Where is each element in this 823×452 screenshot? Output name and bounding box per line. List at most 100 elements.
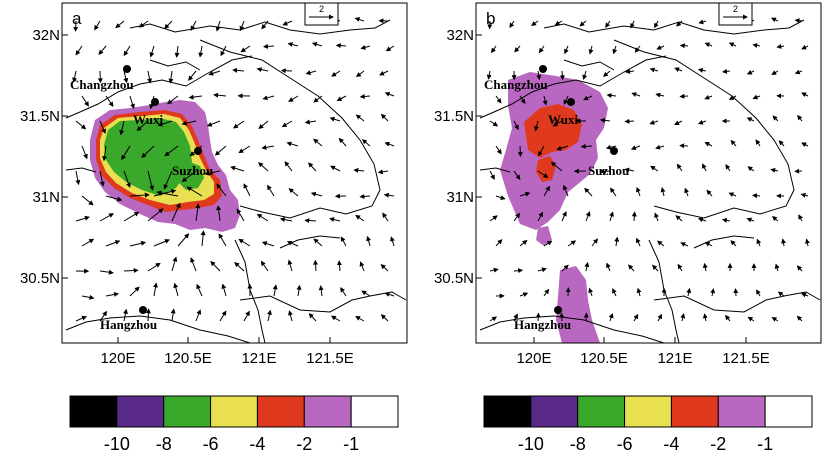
wind-arrow xyxy=(210,260,221,272)
wind-arrow xyxy=(725,164,731,172)
wind-arrow xyxy=(778,140,785,147)
colorbar-swatch xyxy=(530,395,579,428)
wind-arrow xyxy=(115,20,125,29)
wind-arrow xyxy=(564,45,569,55)
wind-arrow xyxy=(552,120,563,127)
wind-arrow xyxy=(279,217,293,223)
wind-arrow xyxy=(282,20,293,26)
city-dot-suzhou xyxy=(610,147,618,155)
wind-arrow xyxy=(284,161,293,172)
wind-arrow xyxy=(543,185,551,197)
panel-b-map-area: Changzhou Wuxi Suzhou Hangzhou xyxy=(479,17,821,343)
wind-arrow xyxy=(286,141,299,147)
wind-arrow xyxy=(721,217,731,223)
wind-arrow xyxy=(129,192,150,198)
wind-arrow xyxy=(599,168,611,174)
colorbar-label: -6 xyxy=(617,434,633,452)
wind-arrow xyxy=(655,92,665,98)
wind-arrow xyxy=(147,208,164,222)
colorbar-a: -10 -8 -6 -4 -2 -1 xyxy=(69,395,399,452)
wind-arrow xyxy=(747,166,755,172)
wind-arrow xyxy=(138,20,149,28)
wind-arrow xyxy=(72,70,77,83)
wind-arrow xyxy=(563,95,569,106)
panel-b-reference-value: 2 xyxy=(733,4,738,14)
wind-arrow xyxy=(266,309,272,322)
wind-arrow xyxy=(198,45,204,58)
wind-arrow xyxy=(536,70,542,81)
wind-arrow xyxy=(81,238,95,247)
wind-arrow xyxy=(746,217,755,223)
wind-arrow xyxy=(123,211,140,222)
wind-arrow xyxy=(361,139,371,147)
wind-arrow xyxy=(537,170,549,178)
wind-arrow xyxy=(177,233,190,247)
wind-arrow xyxy=(153,282,158,297)
wind-arrow xyxy=(239,20,245,32)
wind-arrow xyxy=(730,240,737,247)
wind-arrow xyxy=(591,238,599,247)
wind-arrow xyxy=(531,20,539,26)
wind-arrow xyxy=(649,67,659,73)
wind-arrow xyxy=(676,163,683,172)
wind-arrow xyxy=(655,144,665,150)
wind-arrow xyxy=(542,95,548,106)
wind-arrow xyxy=(123,45,131,57)
wind-arrow xyxy=(385,45,395,52)
colorbar-swatch xyxy=(577,395,626,428)
colorbar-swatch xyxy=(69,395,118,428)
city-label-hangzhou: Hangzhou xyxy=(100,317,157,332)
wind-arrow xyxy=(657,313,663,322)
wind-arrow xyxy=(204,170,221,176)
wind-arrow xyxy=(338,137,347,147)
wind-arrow xyxy=(609,211,614,222)
wind-arrow xyxy=(281,120,293,128)
wind-arrow xyxy=(631,211,637,222)
panel-b-lat-label-32n: 32N xyxy=(446,27,474,44)
wind-arrow xyxy=(94,20,101,31)
city-label-hangzhou: Hangzhou xyxy=(514,317,571,332)
panel-b-lon-label-120e: 120E xyxy=(516,350,551,367)
wind-arrow xyxy=(612,288,617,297)
wind-arrow xyxy=(188,94,203,100)
wind-arrow xyxy=(186,186,203,197)
wind-arrow xyxy=(583,95,593,101)
wind-arrow xyxy=(730,139,737,147)
wind-arrow xyxy=(771,316,779,322)
wind-arrow xyxy=(81,294,95,300)
wind-arrow xyxy=(216,205,222,222)
wind-arrow xyxy=(340,287,347,297)
city-dot-changzhou xyxy=(539,65,547,73)
colorbar-swatch xyxy=(163,395,212,428)
wind-arrow xyxy=(491,45,497,54)
wind-arrow xyxy=(99,213,114,222)
wind-arrow xyxy=(756,238,762,247)
wind-arrow xyxy=(296,284,302,297)
wind-arrow xyxy=(582,70,588,80)
wind-arrow xyxy=(513,268,524,274)
wind-arrow xyxy=(519,191,531,197)
city-label-suzhou: Suzhou xyxy=(588,163,629,178)
wind-arrow xyxy=(486,70,492,80)
wind-arrow xyxy=(380,264,389,272)
panel-a-lon-label-120e: 120E xyxy=(100,350,135,367)
wind-arrow xyxy=(238,145,251,154)
wind-arrow xyxy=(286,240,299,247)
wind-arrow xyxy=(752,193,761,199)
panel-a-frame xyxy=(61,2,408,344)
panel-a-lat-axis xyxy=(62,34,68,279)
wind-arrow xyxy=(123,308,128,322)
wind-arrow xyxy=(318,285,324,297)
panel-b-lat-label-31-5n: 31.5N xyxy=(434,108,474,125)
wind-arrow xyxy=(543,288,550,297)
wind-arrow xyxy=(606,92,617,98)
wind-arrow xyxy=(280,68,293,74)
wind-arrow xyxy=(102,145,108,162)
panel-b-lon-axis xyxy=(533,337,747,343)
wind-arrow xyxy=(221,283,227,297)
wind-arrow xyxy=(213,92,227,98)
wind-arrow xyxy=(770,167,779,173)
wind-arrow xyxy=(336,260,342,272)
panel-b-reference-vector: 2 xyxy=(718,2,753,26)
wind-arrow xyxy=(379,70,389,76)
